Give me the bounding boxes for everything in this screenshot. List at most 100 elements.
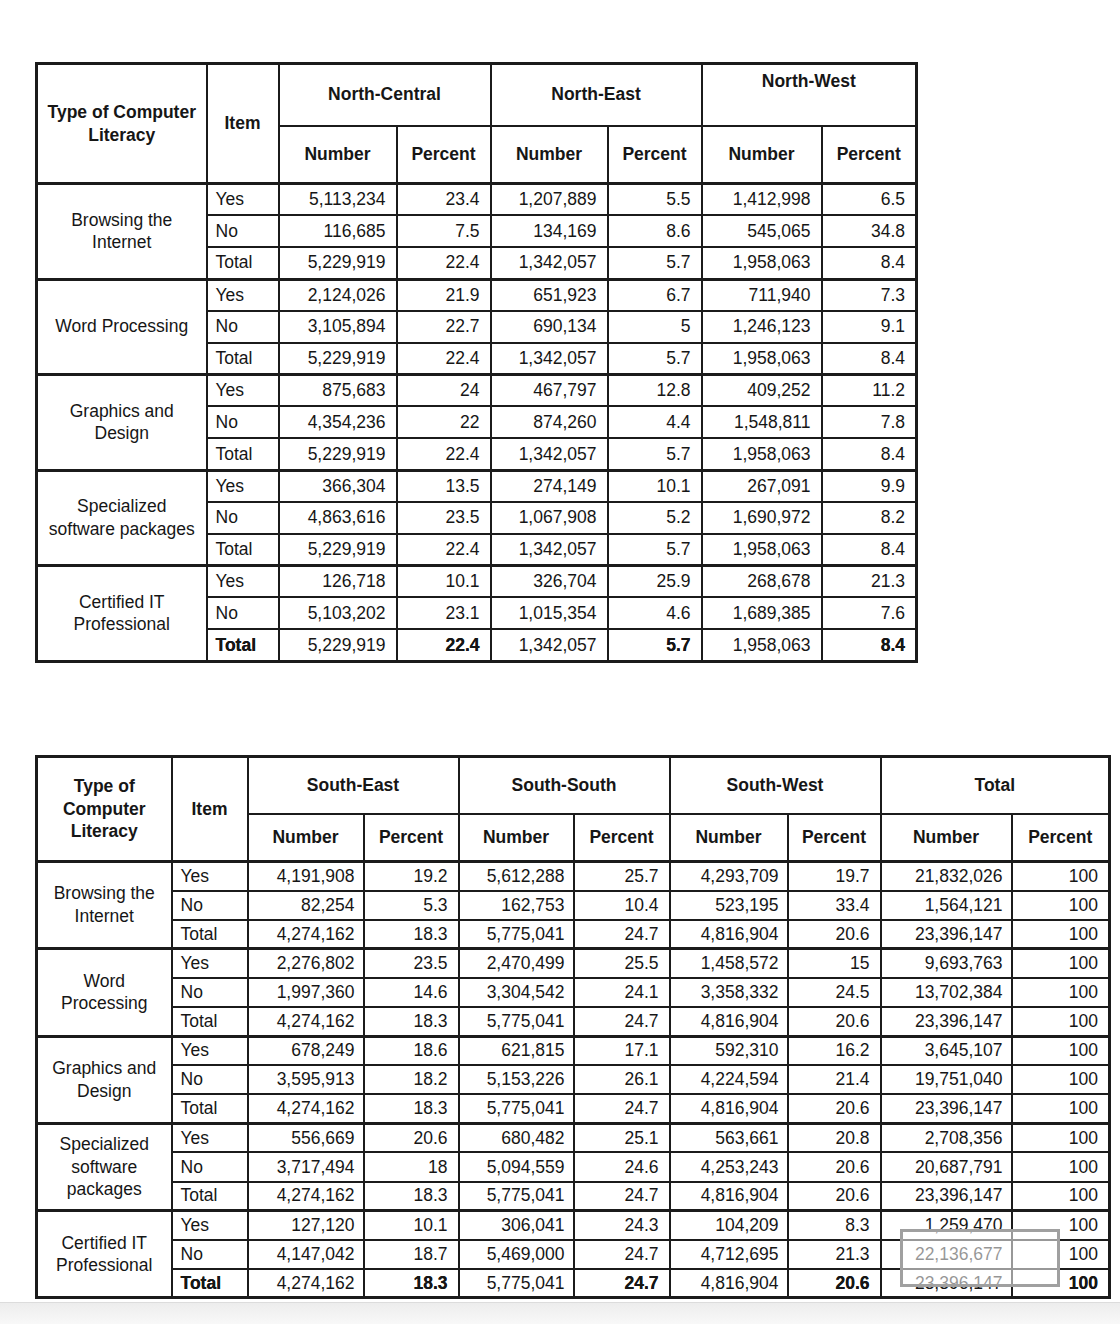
cell-number: 4,816,904 [670, 1269, 788, 1298]
cell-percent: 21.4 [788, 1065, 881, 1094]
cell-number: 545,065 [702, 215, 822, 247]
header-row-zones: Type of Computer LiteracyItemSouth-EastS… [37, 757, 1110, 814]
cell-percent: 24.3 [574, 1211, 670, 1240]
cell-number: 5,229,919 [279, 629, 397, 661]
cell-percent: 100 [1012, 1036, 1110, 1065]
cell-percent: 18.3 [364, 1269, 459, 1298]
cell-number: 2,124,026 [279, 279, 397, 311]
cell-percent: 100 [1012, 1182, 1110, 1211]
cell-number: 126,718 [279, 566, 397, 598]
cell-number: 13,702,384 [881, 978, 1012, 1007]
cell-number: 1,458,572 [670, 949, 788, 978]
cell-number: 23,396,147 [881, 920, 1012, 949]
cell-number: 1,342,057 [491, 629, 608, 661]
cell-percent: 5.7 [608, 438, 702, 470]
cell-number: 690,134 [491, 311, 608, 343]
cell-number: 5,775,041 [459, 1269, 574, 1298]
cell-percent: 20.6 [788, 1269, 881, 1298]
cell-number: 5,229,919 [279, 438, 397, 470]
item-cell: No [172, 1152, 248, 1181]
cell-number: 875,683 [279, 375, 397, 407]
cell-number: 1,958,063 [702, 438, 822, 470]
cell-percent: 100 [1012, 920, 1110, 949]
cell-number: 1,342,057 [491, 247, 608, 279]
item-cell: No [207, 406, 279, 438]
item-cell: Yes [207, 566, 279, 598]
cell-percent: 19.2 [364, 862, 459, 891]
cell-number: 4,274,162 [248, 920, 364, 949]
cell-number: 563,661 [670, 1123, 788, 1152]
cell-number: 3,304,542 [459, 978, 574, 1007]
cell-percent: 26.1 [574, 1065, 670, 1094]
item-cell: Yes [172, 862, 248, 891]
cell-percent: 100 [1012, 1065, 1110, 1094]
cell-percent: 7.6 [822, 597, 917, 629]
table-row: Total4,274,16218.35,775,04124.74,816,904… [37, 920, 1110, 949]
item-cell: Total [207, 247, 279, 279]
cell-percent: 22.4 [397, 343, 491, 375]
cell-percent: 18.3 [364, 1094, 459, 1123]
zone-header-north-east: North-East [491, 64, 702, 126]
cell-percent: 33.4 [788, 891, 881, 920]
table-9-2a: Type of Computer LiteracyItemNorth-Centr… [35, 62, 918, 663]
cell-number: 267,091 [702, 470, 822, 502]
cell-number: 4,712,695 [670, 1240, 788, 1269]
cell-number: 5,775,041 [459, 920, 574, 949]
cell-number: 4,354,236 [279, 406, 397, 438]
cell-number: 1,548,811 [702, 406, 822, 438]
table-row: Browsing the InternetYes4,191,90819.25,6… [37, 862, 1110, 891]
item-cell: No [172, 978, 248, 1007]
cell-number: 3,595,913 [248, 1065, 364, 1094]
cell-number: 874,260 [491, 406, 608, 438]
cell-number: 2,276,802 [248, 949, 364, 978]
cell-percent: 23.1 [397, 597, 491, 629]
cell-percent: 9.1 [822, 311, 917, 343]
cell-percent: 8.3 [788, 1211, 881, 1240]
group-label: Word Processing [37, 279, 207, 375]
cell-percent: 34.8 [822, 215, 917, 247]
cell-number: 134,169 [491, 215, 608, 247]
table-row: Specialized software packagesYes556,6692… [37, 1123, 1110, 1152]
item-cell: No [207, 215, 279, 247]
cell-percent: 18.2 [364, 1065, 459, 1094]
cell-percent: 17.1 [574, 1036, 670, 1065]
item-cell: Yes [207, 184, 279, 216]
cell-number: 621,815 [459, 1036, 574, 1065]
col-header-percent: Percent [364, 814, 459, 862]
cell-number: 3,717,494 [248, 1152, 364, 1181]
cell-number: 82,254 [248, 891, 364, 920]
cell-number: 5,469,000 [459, 1240, 574, 1269]
page-bottom-edge [0, 1302, 1120, 1324]
item-cell: Total [207, 534, 279, 566]
cell-number: 19,751,040 [881, 1065, 1012, 1094]
cell-number: 5,775,041 [459, 1182, 574, 1211]
cell-percent: 20.6 [788, 1007, 881, 1036]
table-row: Graphics and DesignYes678,24918.6621,815… [37, 1036, 1110, 1065]
table-row: No1,997,36014.63,304,54224.13,358,33224.… [37, 978, 1110, 1007]
col-header-percent: Percent [788, 814, 881, 862]
overlay-box-artifact [900, 1229, 1060, 1287]
group-label: Graphics and Design [37, 375, 207, 471]
cell-number: 1,067,908 [491, 502, 608, 534]
cell-percent: 100 [1012, 1094, 1110, 1123]
cell-percent: 24.1 [574, 978, 670, 1007]
cell-percent: 25.5 [574, 949, 670, 978]
header-row-zones: Type of Computer LiteracyItemNorth-Centr… [37, 64, 917, 126]
cell-number: 5,153,226 [459, 1065, 574, 1094]
cell-percent: 24.7 [574, 1182, 670, 1211]
cell-percent: 19.7 [788, 862, 881, 891]
cell-number: 4,274,162 [248, 1094, 364, 1123]
item-cell: No [172, 1240, 248, 1269]
cell-number: 711,940 [702, 279, 822, 311]
cell-number: 4,224,594 [670, 1065, 788, 1094]
cell-percent: 22 [397, 406, 491, 438]
cell-percent: 24.5 [788, 978, 881, 1007]
cell-number: 2,470,499 [459, 949, 574, 978]
cell-number: 5,229,919 [279, 343, 397, 375]
cell-percent: 9.9 [822, 470, 917, 502]
cell-number: 4,274,162 [248, 1269, 364, 1298]
cell-number: 1,690,972 [702, 502, 822, 534]
cell-number: 5,775,041 [459, 1094, 574, 1123]
item-cell: Total [172, 1094, 248, 1123]
item-cell: Yes [172, 1036, 248, 1065]
